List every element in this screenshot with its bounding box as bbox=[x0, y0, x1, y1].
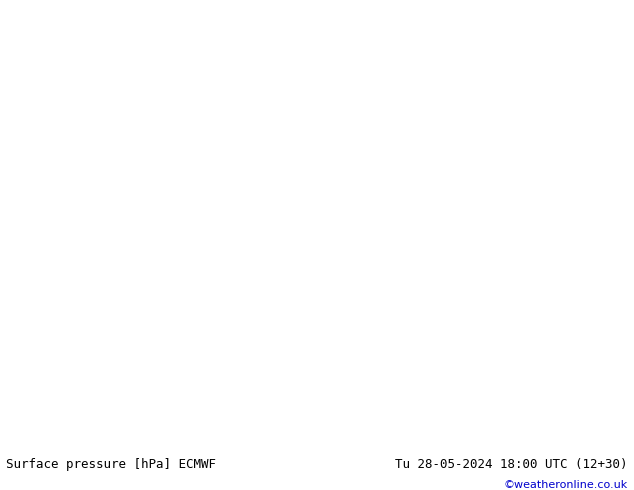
Text: Surface pressure [hPa] ECMWF: Surface pressure [hPa] ECMWF bbox=[6, 458, 216, 471]
Text: ©weatheronline.co.uk: ©weatheronline.co.uk bbox=[503, 480, 628, 490]
Text: Tu 28-05-2024 18:00 UTC (12+30): Tu 28-05-2024 18:00 UTC (12+30) bbox=[395, 458, 628, 471]
